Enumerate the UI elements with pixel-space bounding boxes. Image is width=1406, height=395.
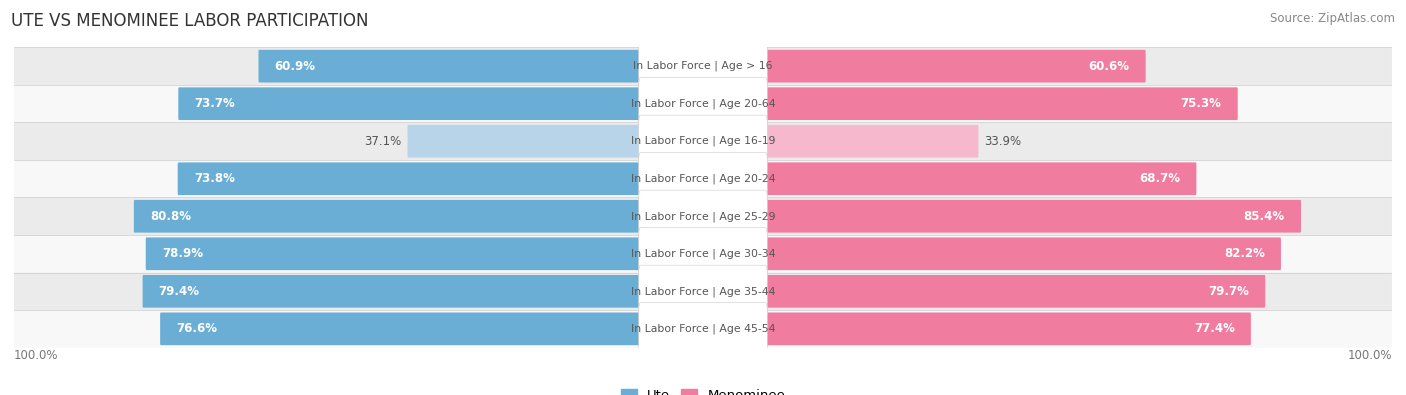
FancyBboxPatch shape	[765, 162, 1197, 195]
FancyBboxPatch shape	[765, 237, 1281, 270]
Text: 82.2%: 82.2%	[1225, 247, 1265, 260]
Text: 73.7%: 73.7%	[194, 97, 235, 110]
FancyBboxPatch shape	[638, 265, 768, 318]
FancyBboxPatch shape	[638, 77, 768, 130]
FancyBboxPatch shape	[408, 125, 641, 158]
FancyBboxPatch shape	[14, 85, 1392, 122]
Text: 100.0%: 100.0%	[14, 349, 59, 362]
Legend: Ute, Menominee: Ute, Menominee	[616, 384, 790, 395]
Text: In Labor Force | Age 30-34: In Labor Force | Age 30-34	[631, 248, 775, 259]
Text: 73.8%: 73.8%	[194, 172, 235, 185]
Text: 77.4%: 77.4%	[1194, 322, 1234, 335]
FancyBboxPatch shape	[14, 198, 1392, 235]
Text: 79.4%: 79.4%	[159, 285, 200, 298]
Text: In Labor Force | Age 25-29: In Labor Force | Age 25-29	[631, 211, 775, 222]
FancyBboxPatch shape	[765, 50, 1146, 83]
FancyBboxPatch shape	[638, 40, 768, 92]
FancyBboxPatch shape	[765, 125, 979, 158]
Text: 85.4%: 85.4%	[1244, 210, 1285, 223]
Text: 37.1%: 37.1%	[364, 135, 402, 148]
FancyBboxPatch shape	[14, 122, 1392, 160]
FancyBboxPatch shape	[638, 190, 768, 243]
Text: In Labor Force | Age 20-64: In Labor Force | Age 20-64	[631, 98, 775, 109]
FancyBboxPatch shape	[765, 200, 1301, 233]
FancyBboxPatch shape	[638, 228, 768, 280]
Text: 60.6%: 60.6%	[1088, 60, 1129, 73]
FancyBboxPatch shape	[638, 152, 768, 205]
Text: In Labor Force | Age 45-54: In Labor Force | Age 45-54	[631, 324, 775, 334]
Text: 75.3%: 75.3%	[1181, 97, 1222, 110]
FancyBboxPatch shape	[160, 312, 641, 345]
Text: Source: ZipAtlas.com: Source: ZipAtlas.com	[1270, 12, 1395, 25]
FancyBboxPatch shape	[259, 50, 641, 83]
Text: 78.9%: 78.9%	[162, 247, 202, 260]
Text: In Labor Force | Age 20-24: In Labor Force | Age 20-24	[631, 173, 775, 184]
FancyBboxPatch shape	[638, 303, 768, 355]
FancyBboxPatch shape	[765, 275, 1265, 308]
FancyBboxPatch shape	[14, 47, 1392, 85]
Text: 68.7%: 68.7%	[1139, 172, 1180, 185]
Text: In Labor Force | Age > 16: In Labor Force | Age > 16	[633, 61, 773, 71]
Text: In Labor Force | Age 35-44: In Labor Force | Age 35-44	[631, 286, 775, 297]
Text: In Labor Force | Age 16-19: In Labor Force | Age 16-19	[631, 136, 775, 147]
FancyBboxPatch shape	[134, 200, 641, 233]
FancyBboxPatch shape	[765, 87, 1237, 120]
FancyBboxPatch shape	[179, 87, 641, 120]
Text: 100.0%: 100.0%	[1347, 349, 1392, 362]
FancyBboxPatch shape	[638, 115, 768, 167]
FancyBboxPatch shape	[14, 160, 1392, 198]
FancyBboxPatch shape	[14, 310, 1392, 348]
Text: UTE VS MENOMINEE LABOR PARTICIPATION: UTE VS MENOMINEE LABOR PARTICIPATION	[11, 12, 368, 30]
FancyBboxPatch shape	[142, 275, 641, 308]
FancyBboxPatch shape	[14, 273, 1392, 310]
Text: 79.7%: 79.7%	[1208, 285, 1249, 298]
FancyBboxPatch shape	[177, 162, 641, 195]
FancyBboxPatch shape	[765, 312, 1251, 345]
Text: 60.9%: 60.9%	[274, 60, 315, 73]
Text: 80.8%: 80.8%	[150, 210, 191, 223]
FancyBboxPatch shape	[14, 235, 1392, 273]
FancyBboxPatch shape	[146, 237, 641, 270]
Text: 76.6%: 76.6%	[176, 322, 218, 335]
Text: 33.9%: 33.9%	[984, 135, 1021, 148]
